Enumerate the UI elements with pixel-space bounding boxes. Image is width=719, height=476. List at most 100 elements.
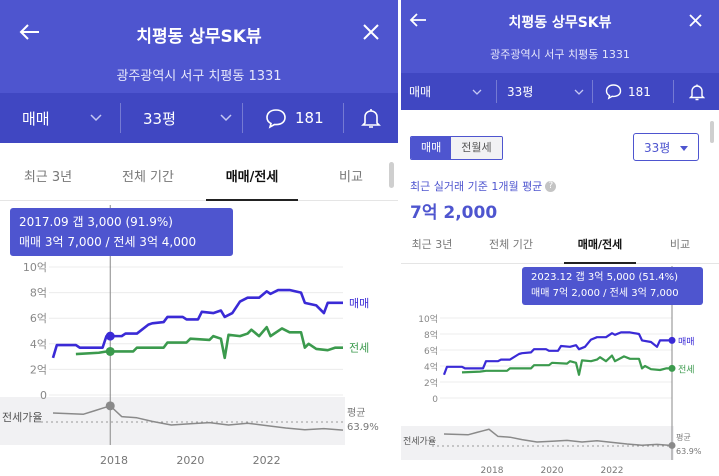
cursor-dot-ratio <box>105 401 115 411</box>
chart-tooltip: 2023.12 갭 3억 5,000 (51.4%) 매매 7억 2,000 /… <box>522 267 703 305</box>
chevron-down-icon <box>574 89 584 95</box>
cursor-dot-ratio <box>668 441 676 449</box>
header: 치평동 상무SK뷰 광주광역시 서구 치평동 1331 <box>0 0 398 93</box>
divider <box>343 103 344 133</box>
back-button[interactable] <box>409 12 427 28</box>
y-tick-label: 4억 <box>30 338 47 351</box>
cursor-dot-sale <box>105 331 115 341</box>
avg-value: 63.9% <box>347 422 379 433</box>
close-button[interactable] <box>688 13 703 28</box>
comment-count: 181 <box>628 84 651 99</box>
address: 광주광역시 서구 치평동 1331 <box>116 69 282 84</box>
series-line <box>52 405 344 431</box>
toggle-rent[interactable]: 전월세 <box>451 137 502 159</box>
toggle-sale[interactable]: 매매 <box>411 137 452 159</box>
tooltip-line-1: 2023.12 갭 3억 5,000 (51.4%) <box>531 272 679 283</box>
y-tick-label: 10억 <box>418 313 438 325</box>
ratio-panel <box>401 426 674 460</box>
divider <box>592 80 593 103</box>
price-chart: 10억 8억 6억 4억 2억 0 2018 2020 2022 매매 전세 전세가율 평균 63.9% <box>401 266 719 476</box>
avg-label: 평균 <box>347 407 365 419</box>
series-label-rent: 전세 <box>678 364 695 375</box>
series-line <box>461 354 672 376</box>
chart-tooltip: 2017.09 갭 3,000 (91.9%) 매매 3억 7,000 / 전세… <box>10 208 233 256</box>
series-label-sale: 매매 <box>349 297 369 310</box>
filter-bar: 매매 33평 181 <box>0 93 398 143</box>
tab-recent-3y[interactable]: 최근 3년 <box>23 170 73 185</box>
deal-type-dropdown[interactable]: 매매 <box>0 93 120 143</box>
chat-bubble-icon <box>265 107 287 129</box>
tab-compare[interactable]: 비교 <box>339 170 363 185</box>
bell-icon <box>688 84 705 100</box>
size-select-value: 33평 <box>644 140 671 155</box>
period-tabs: 최근 3년 전체 기간 매매/전세 비교 <box>401 228 719 264</box>
x-tick-label: 2022 <box>601 466 624 476</box>
size-dropdown[interactable]: 33평 <box>497 73 592 110</box>
ratio-label: 전세가율 <box>2 411 42 424</box>
deal-toggle: 매매 전월세 <box>410 136 503 160</box>
series-line <box>443 428 673 447</box>
deal-type-dropdown[interactable]: 매매 <box>401 73 496 110</box>
y-tick-label: 8억 <box>30 287 47 300</box>
size-label: 33평 <box>143 109 176 128</box>
series-line <box>51 288 343 359</box>
tooltip-line-2: 매매 3억 7,000 / 전세 3억 4,000 <box>19 235 197 249</box>
divider <box>120 103 121 133</box>
y-tick-label: 10억 <box>23 261 47 274</box>
y-tick-label: 2억 <box>424 377 438 389</box>
series-label-rent: 전세 <box>349 342 369 355</box>
scrollbar[interactable] <box>710 121 714 143</box>
size-select[interactable]: 33평 <box>633 133 699 161</box>
scrollbar[interactable] <box>389 162 394 188</box>
chat-bubble-icon <box>605 83 622 100</box>
header: 치평동 상무SK뷰 광주광역시 서구 치평동 1331 <box>401 0 719 73</box>
chevron-down-icon <box>220 114 232 122</box>
back-button[interactable] <box>18 22 40 42</box>
right-panel: 치평동 상무SK뷰 광주광역시 서구 치평동 1331 매매 33평 181 매… <box>401 0 719 476</box>
notification-button[interactable] <box>674 83 719 101</box>
close-button[interactable] <box>362 23 380 41</box>
y-tick-label: 6억 <box>30 312 47 325</box>
y-tick-label: 6억 <box>424 345 438 357</box>
x-tick-label: 2022 <box>253 454 281 467</box>
cursor-dot-sale <box>668 336 676 344</box>
y-tick-label: 2억 <box>30 363 47 376</box>
deal-type-label: 매매 <box>22 109 50 128</box>
tab-recent-3y[interactable]: 최근 3년 <box>411 238 453 251</box>
y-tick-label: 0 <box>40 389 47 402</box>
divider <box>673 80 674 103</box>
tab-sale-rent[interactable]: 매매/전세 <box>200 155 304 201</box>
tab-all-period[interactable]: 전체 기간 <box>489 238 533 251</box>
ratio-panel <box>0 397 345 445</box>
filter-bar: 매매 33평 181 <box>401 73 719 110</box>
comments-button[interactable]: 181 <box>243 93 343 143</box>
comment-count: 181 <box>295 109 324 127</box>
left-panel: 치평동 상무SK뷰 광주광역시 서구 치평동 1331 매매 33평 181 최… <box>0 0 398 476</box>
tab-sale-rent[interactable]: 매매/전세 <box>559 228 641 264</box>
chevron-down-icon <box>472 89 482 95</box>
comments-button[interactable]: 181 <box>593 73 673 110</box>
x-tick-label: 2018 <box>100 454 128 467</box>
tab-compare[interactable]: 비교 <box>669 238 691 251</box>
x-tick-label: 2020 <box>176 454 204 467</box>
tab-all-period[interactable]: 전체 기간 <box>122 170 174 185</box>
x-tick-label: 2018 <box>481 466 504 476</box>
size-label: 33평 <box>507 85 534 99</box>
cursor-dot-rent <box>105 346 115 356</box>
size-dropdown[interactable]: 33평 <box>121 93 242 143</box>
caret-down-icon <box>680 140 688 154</box>
avg-value: 7억 2,000 <box>410 203 498 223</box>
avg-value: 63.9% <box>676 447 702 456</box>
address: 광주광역시 서구 치평동 1331 <box>490 48 630 61</box>
close-icon <box>363 24 379 40</box>
page-title: 치평동 상무SK뷰 <box>508 15 612 31</box>
avg-label-text: 최근 실거래 기준 1개월 평균 <box>410 180 543 193</box>
help-icon[interactable]: ? <box>545 180 557 192</box>
close-icon <box>689 14 702 27</box>
tooltip-line-2: 매매 7억 2,000 / 전세 3억 7,000 <box>531 288 679 299</box>
period-tabs: 최근 3년 전체 기간 매매/전세 비교 <box>0 155 398 201</box>
notification-button[interactable] <box>344 107 398 129</box>
